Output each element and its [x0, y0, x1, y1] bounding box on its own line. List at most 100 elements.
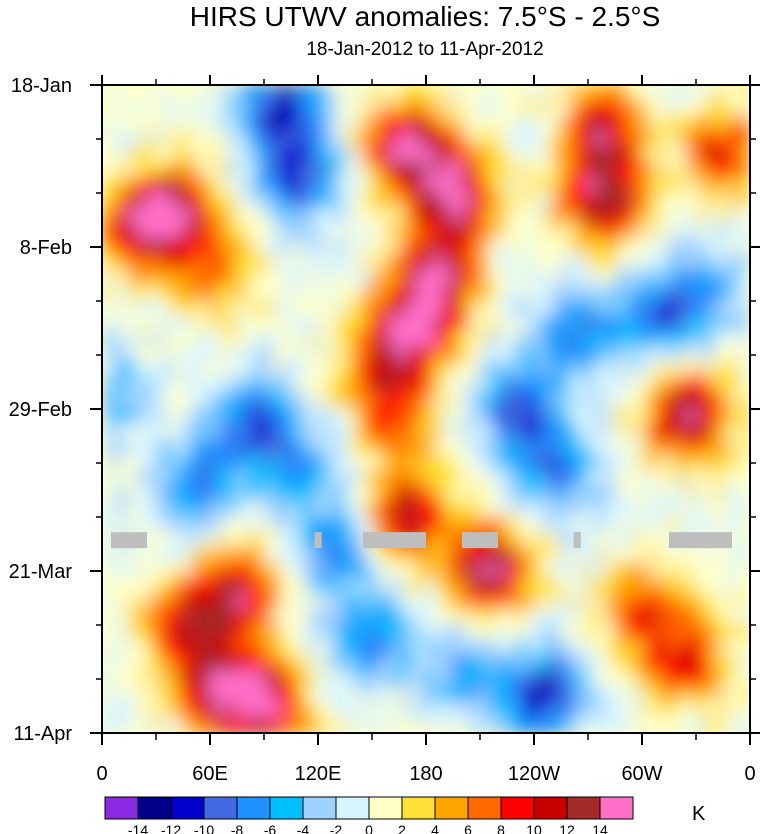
- field-cell: [713, 284, 724, 302]
- field-cell: [218, 685, 229, 704]
- field-cell: [551, 546, 562, 565]
- field-cell: [668, 562, 679, 580]
- field-cell: [416, 192, 427, 210]
- field-cell: [353, 392, 364, 410]
- field-cell: [551, 377, 562, 395]
- field-cell: [254, 392, 265, 410]
- field-cell: [506, 361, 517, 380]
- x-tick-label: 0: [744, 763, 755, 785]
- field-cell: [479, 593, 490, 611]
- field-cell: [641, 346, 652, 364]
- field-cell: [659, 500, 670, 518]
- field-cell: [713, 516, 724, 534]
- field-cell: [398, 192, 409, 210]
- field-cell: [227, 624, 238, 642]
- field-cell: [506, 238, 517, 256]
- field-cell: [695, 238, 706, 256]
- field-cell: [659, 654, 670, 673]
- field-cell: [488, 330, 499, 349]
- field-cell: [713, 639, 724, 657]
- field-cell: [182, 392, 193, 410]
- field-cell: [425, 300, 436, 318]
- colorbar-swatch: [467, 796, 502, 820]
- field-cell: [461, 593, 472, 611]
- field-cell: [362, 377, 373, 395]
- field-cell: [632, 330, 643, 349]
- field-cell: [452, 408, 463, 426]
- field-cell: [569, 330, 580, 349]
- field-cell: [299, 685, 310, 704]
- field-cell: [542, 454, 553, 472]
- field-cell: [731, 207, 742, 225]
- field-cell: [623, 562, 634, 580]
- field-cell: [209, 300, 220, 318]
- field-cell: [488, 377, 499, 395]
- field-cell: [317, 701, 328, 719]
- field-cell: [587, 130, 598, 148]
- field-cell: [218, 253, 229, 272]
- field-cell: [578, 222, 589, 241]
- field-cell: [281, 701, 292, 719]
- field-cell: [632, 361, 643, 380]
- field-cell: [173, 716, 184, 733]
- field-cell: [245, 361, 256, 380]
- field-cell: [713, 408, 724, 426]
- field-cell: [497, 222, 508, 241]
- field-cell: [128, 485, 139, 503]
- field-cell: [605, 161, 616, 179]
- field-cell: [605, 423, 616, 441]
- field-cell: [425, 654, 436, 673]
- field-cell: [380, 176, 391, 194]
- field-cell: [578, 315, 589, 333]
- field-cell: [155, 284, 166, 302]
- field-cell: [470, 145, 481, 164]
- field-cell: [632, 145, 643, 164]
- field-cell: [461, 485, 472, 503]
- field-cell: [398, 361, 409, 380]
- field-cell: [380, 392, 391, 410]
- field-cell: [578, 531, 589, 549]
- field-cell: [740, 670, 750, 688]
- field-cell: [677, 222, 688, 241]
- field-cell: [695, 423, 706, 441]
- field-cell: [677, 161, 688, 179]
- field-cell: [605, 531, 616, 549]
- field-cell: [299, 85, 310, 102]
- field-cell: [182, 716, 193, 733]
- field-cell: [506, 654, 517, 673]
- field-cell: [722, 562, 733, 580]
- field-cell: [632, 176, 643, 194]
- field-cell: [164, 330, 175, 349]
- field-cell: [362, 469, 373, 488]
- field-cell: [335, 207, 346, 225]
- field-cell: [407, 485, 418, 503]
- field-cell: [173, 330, 184, 349]
- field-cell: [335, 238, 346, 256]
- field-cell: [659, 469, 670, 488]
- field-cell: [605, 361, 616, 380]
- field-cell: [137, 546, 148, 565]
- field-cell: [560, 145, 571, 164]
- field-cell: [605, 114, 616, 133]
- field-cell: [488, 176, 499, 194]
- field-cell: [110, 392, 121, 410]
- field-cell: [740, 608, 750, 626]
- field-cell: [191, 624, 202, 642]
- field-cell: [605, 176, 616, 194]
- field-cell: [236, 377, 247, 395]
- field-cell: [443, 377, 454, 395]
- field-cell: [740, 701, 750, 719]
- field-cell: [641, 500, 652, 518]
- field-cell: [632, 654, 643, 673]
- field-cell: [686, 253, 697, 272]
- field-cell: [254, 269, 265, 287]
- field-cell: [119, 269, 130, 287]
- field-cell: [119, 315, 130, 333]
- field-cell: [236, 408, 247, 426]
- field-cell: [173, 238, 184, 256]
- field-cell: [524, 546, 535, 565]
- field-cell: [128, 99, 139, 117]
- field-cell: [245, 284, 256, 302]
- field-cell: [713, 377, 724, 395]
- field-cell: [632, 161, 643, 179]
